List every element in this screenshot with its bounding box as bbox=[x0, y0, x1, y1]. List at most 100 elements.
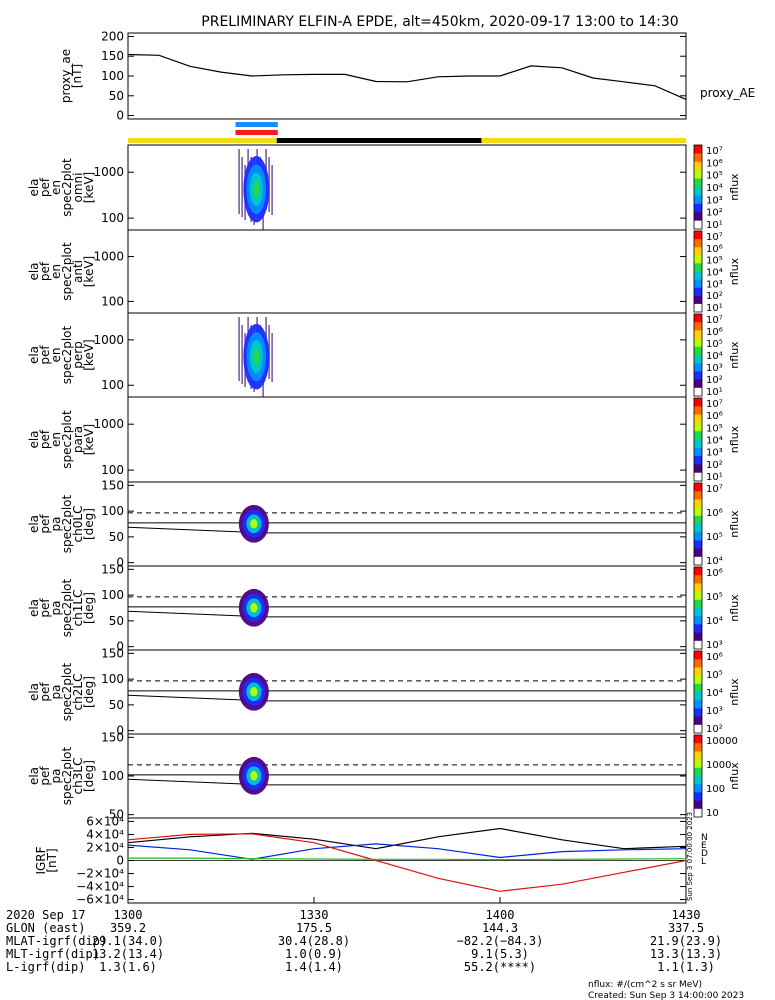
panel-5-colorbar-tick: 10⁷ bbox=[706, 484, 723, 495]
panel-4-colorbar-segment bbox=[694, 456, 702, 465]
axis-value: 13.2(13.4) bbox=[92, 947, 164, 961]
panel-5-ylabel: pa bbox=[49, 517, 63, 532]
panel-8-colorbar-frame bbox=[693, 734, 703, 818]
igrf-legend-N: N bbox=[701, 833, 708, 843]
panel-7-ylabel: pa bbox=[49, 685, 63, 700]
panel-7-colorbar-tick: 10⁴ bbox=[706, 688, 723, 699]
panel-2-tick-label: 1000 bbox=[93, 250, 124, 264]
panel-9-tick-label: −4×10⁴ bbox=[76, 880, 124, 894]
panel-3-colorbar-segment bbox=[694, 338, 702, 348]
panel-7-colorbar-segment bbox=[694, 675, 702, 685]
panel-3-colorbar-segment bbox=[694, 371, 702, 381]
panel-4-ylabel: [keV] bbox=[82, 424, 96, 455]
panel-2-ylabel: anti bbox=[71, 260, 85, 283]
panel-7-colorbar-segment bbox=[694, 683, 702, 693]
panel-6-ylabel: ela bbox=[27, 599, 41, 617]
panel-1-colorbar-segment bbox=[694, 178, 702, 188]
panel-7-loss-cone-solid bbox=[127, 694, 686, 702]
panel-6-colorbar-segment bbox=[694, 632, 702, 642]
panel-8-colorbar-tick: 100 bbox=[706, 784, 725, 795]
axis-value: −82.2(−84.3) bbox=[457, 934, 544, 948]
axis-row-label: L-igrf(dip) bbox=[6, 960, 85, 974]
panel-1-colorbar-segment bbox=[694, 203, 702, 213]
panel-0-tick-label: 150 bbox=[101, 49, 124, 63]
panel-7-frame bbox=[127, 649, 687, 735]
panel-1-colorbar-tick: 10⁶ bbox=[706, 158, 723, 169]
panel-8-colorbar-tick: 10000 bbox=[706, 736, 738, 747]
science-zone-blue-bar bbox=[235, 122, 278, 127]
panel-3-tick-label: 100 bbox=[101, 378, 124, 392]
panel-4-colorbar-tick: 10³ bbox=[706, 448, 723, 459]
panel-1-ylabel: [keV] bbox=[82, 172, 96, 203]
panel-2-colorbar-tick: 10⁶ bbox=[706, 244, 723, 255]
panel-2-ylabel: en bbox=[49, 264, 63, 279]
panel-8-ylabel: ela bbox=[27, 767, 41, 785]
panel-3-colorbar-tick: 10⁴ bbox=[706, 351, 723, 362]
panel-8-colorbar-segment bbox=[694, 784, 702, 793]
panel-7-tick-label: 0 bbox=[116, 724, 124, 738]
panel-6-colorbar-frame bbox=[693, 566, 703, 650]
panel-8-ylabel: ch3LC bbox=[71, 758, 85, 795]
panel-6-loss-cone-solid bbox=[127, 610, 686, 618]
axis-value: 30.4(28.8) bbox=[278, 934, 350, 948]
science-zone-bands bbox=[128, 122, 686, 143]
panel-2-colorbar-segment bbox=[694, 271, 702, 281]
panel-7-colorbar-frame bbox=[693, 650, 703, 734]
panel-0-ylabel: proxy_ae bbox=[59, 49, 73, 103]
panel-5-colorbar-segment bbox=[694, 515, 702, 525]
panel-9-tick-label: 2×10⁴ bbox=[86, 840, 124, 854]
axis-row-label: GLON (east) bbox=[6, 921, 85, 935]
panel-7-colorbar-segment bbox=[694, 651, 702, 660]
panel-7-colorbar-segment bbox=[694, 692, 702, 701]
panel-2-colorbar-tick: 10¹ bbox=[706, 303, 723, 314]
panel-3-colorbar-segment bbox=[694, 387, 702, 397]
panel-4: elapefenspec2plotpara[keV]100010010⁷10⁶1… bbox=[27, 396, 741, 483]
axis-value: 1.3(1.6) bbox=[99, 960, 157, 974]
panel-2-ylabel: spec2plot bbox=[60, 242, 74, 301]
panel-4-colorbar-tick: 10⁷ bbox=[706, 399, 723, 410]
panel-0-series-label: proxy_AE bbox=[700, 86, 755, 100]
igrf-line-red bbox=[127, 833, 687, 892]
panel-8-tick-label: 50 bbox=[109, 808, 124, 822]
panel-2-tick-label: 100 bbox=[101, 294, 124, 308]
panel-5-colorbar-segment bbox=[694, 532, 702, 541]
panel-1-tick-label: 100 bbox=[101, 211, 124, 225]
panel-1-colorbar-tick: 10⁴ bbox=[706, 183, 723, 194]
panel-2-colorbar-segment bbox=[694, 263, 702, 272]
axis-value: 13.3(13.3) bbox=[650, 947, 722, 961]
panel-3-colorbar-segment bbox=[694, 363, 702, 372]
panel-5-colorbar-segment bbox=[694, 499, 702, 509]
panel-4-colorbar-tick: 10¹ bbox=[706, 472, 723, 483]
panel-6-ylabel: pa bbox=[49, 601, 63, 616]
panel-3-colorbar-tick: 10⁵ bbox=[706, 339, 723, 350]
panel-7-colorbar-segment bbox=[694, 667, 702, 677]
panel-5-colorbar-tick: 10⁵ bbox=[706, 532, 723, 543]
panel-4-colorbar-segment bbox=[694, 414, 702, 424]
panel-7-colorbar-segment bbox=[694, 708, 702, 718]
side-note: Sun Sep 3 07:00:00 2023 bbox=[686, 812, 694, 901]
panel-6-colorbar-tick: 10⁶ bbox=[706, 568, 723, 579]
science-zone-black-bar bbox=[276, 138, 482, 143]
panel-4-colorbar-segment bbox=[694, 431, 702, 440]
panel-3-ylabel: [keV] bbox=[82, 339, 96, 370]
panel-1-colorbar-segment bbox=[694, 145, 702, 154]
panel-3-frame bbox=[127, 312, 687, 398]
panel-8-colorbar-segment bbox=[694, 735, 702, 744]
panel-9-tick-label: 4×10⁴ bbox=[86, 827, 124, 841]
panel-6-tick-label: 50 bbox=[109, 614, 124, 628]
panel-2-colorbar-segment bbox=[694, 303, 702, 313]
panel-1-colorbar-label: nflux bbox=[728, 173, 741, 201]
panel-4-colorbar-segment bbox=[694, 398, 702, 407]
panel-6-colorbar-tick: 10³ bbox=[706, 640, 723, 651]
panel-6-colorbar-segment bbox=[694, 608, 702, 617]
panel-6-colorbar-segment bbox=[694, 591, 702, 601]
panel-9-tick-label: 0 bbox=[116, 854, 124, 868]
panel-2-frame bbox=[127, 229, 687, 314]
panel-7-tick-label: 150 bbox=[101, 646, 124, 660]
panel-5-colorbar-segment bbox=[694, 507, 702, 517]
panel-3-colorbar-segment bbox=[694, 379, 702, 389]
panel-3-flux-column bbox=[238, 317, 240, 381]
panel-1-colorbar-tick: 10³ bbox=[706, 195, 723, 206]
